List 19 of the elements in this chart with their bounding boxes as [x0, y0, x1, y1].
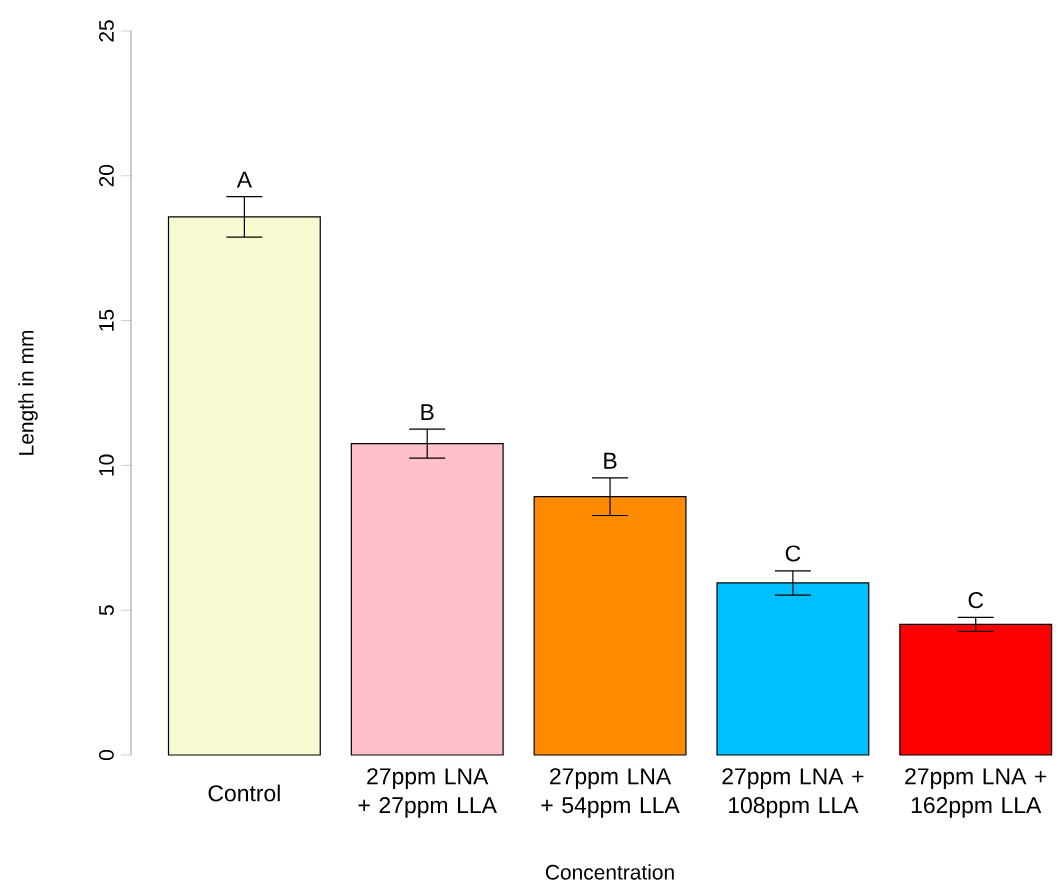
x-tick-label: 27ppm LNA + 27ppm LLA: [358, 768, 497, 818]
annotation: B: [604, 452, 617, 469]
annotation: B: [421, 404, 434, 420]
bar: [899, 623, 1053, 756]
y-tick-label: 10: [99, 454, 114, 476]
annotation: C: [968, 592, 984, 609]
y-tick-label: 0: [99, 749, 114, 760]
y-tick-label: 5: [99, 605, 114, 616]
x-tick-label: 27ppm LNA + 108ppm LLA: [722, 768, 864, 818]
x-tick-label: 27ppm LNA + 54ppm LLA: [541, 768, 680, 818]
x-tick-label: 27ppm LNA + 162ppm LLA: [905, 768, 1047, 818]
x-axis-title: Concentration: [545, 864, 674, 880]
y-tick-label: 15: [99, 309, 114, 331]
y-tick-label: 25: [99, 20, 114, 42]
annotation: A: [236, 171, 252, 188]
annotation: C: [785, 545, 801, 562]
x-tick-label: Control: [208, 784, 280, 802]
y-axis-title: Length in mm: [18, 331, 38, 455]
y-tick-label: 20: [99, 164, 114, 187]
